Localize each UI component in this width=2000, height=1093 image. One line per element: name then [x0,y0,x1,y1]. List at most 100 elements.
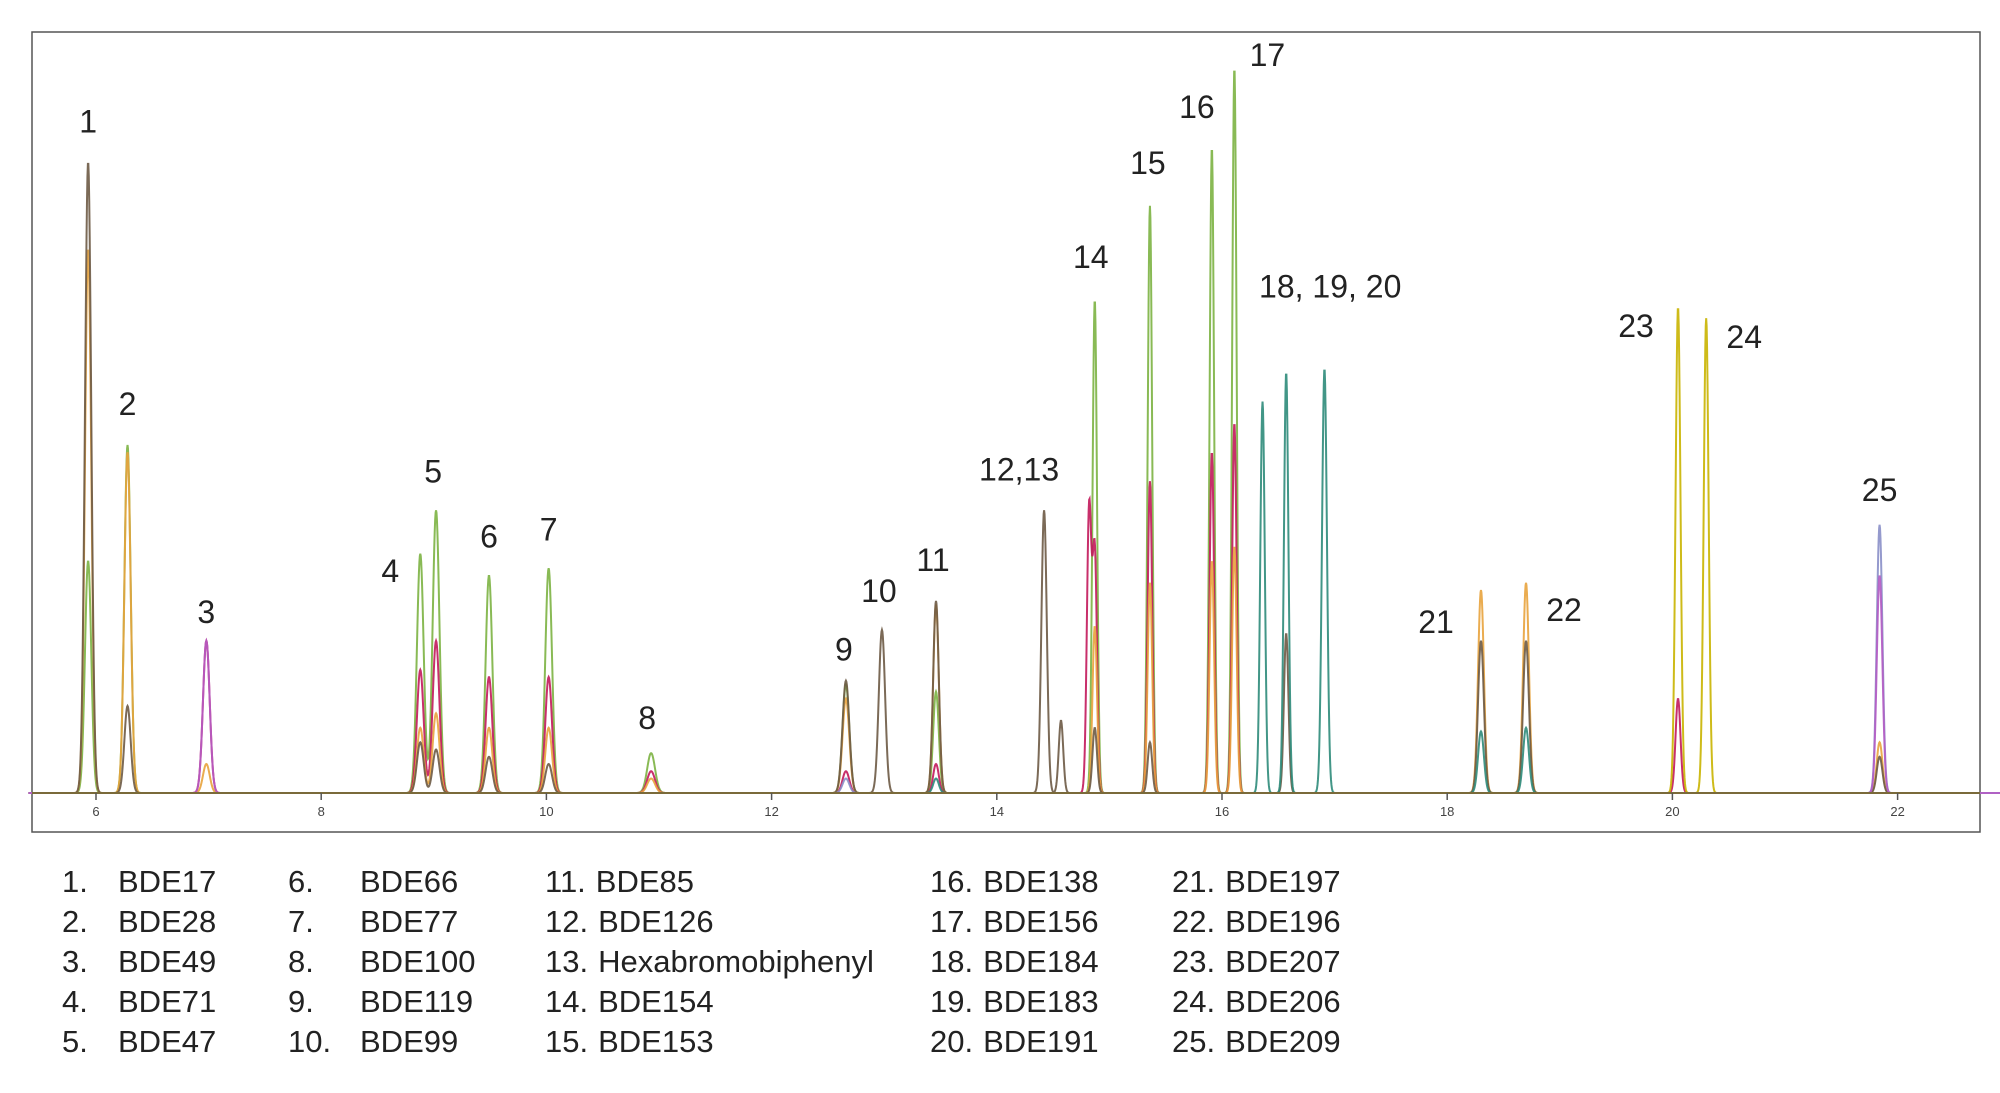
legend-item: 21. BDE197 [1172,862,1341,902]
legend-item-number: 5. [62,1024,88,1059]
x-tick-label: 12 [764,804,778,819]
legend-item: 12. BDE126 [545,902,874,942]
legend-item-name: BDE183 [983,984,1099,1019]
legend-item-name: BDE154 [598,984,714,1019]
legend-item-name: Hexabromobiphenyl [598,944,874,979]
legend-item-number: 2. [62,904,88,939]
legend-item-name: BDE153 [598,1024,714,1059]
peak-label: 8 [638,700,656,736]
peak-label: 16 [1179,89,1215,125]
legend-item-name: BDE184 [983,944,1099,979]
legend-item-number: 6. [288,864,314,899]
legend-item-number: 1. [62,864,88,899]
legend-item: 20. BDE191 [930,1022,1099,1062]
legend-item-number: 16. [930,864,974,899]
legend-item-name: BDE66 [360,864,459,899]
compound-legend: 1. BDE17 2. BDE28 3. BDE49 4. BDE71 5. BDE47 6. BD… [0,862,2000,1062]
legend-item: 18. BDE184 [930,942,1099,982]
x-tick-label: 22 [1890,804,1904,819]
legend-column-2: 6. BDE66 7. BDE77 8. BDE100 9. BDE119 10. BDE99 [288,862,475,1062]
peak-label: 21 [1418,604,1454,640]
legend-item-number: 19. [930,984,974,1019]
legend-item-number: 13. [545,944,589,979]
legend-item-name: BDE47 [118,1024,217,1059]
peak-label: 3 [197,594,215,630]
legend-item-name: BDE196 [1225,904,1341,939]
peak-label: 10 [861,573,897,609]
x-axis-ticks: 6 8 10 12 14 16 18 20 22 [92,793,1905,819]
peak-label: 2 [119,386,137,422]
legend-item-number: 9. [288,984,314,1019]
legend-column-1: 1. BDE17 2. BDE28 3. BDE49 4. BDE71 5. BDE47 [62,862,216,1062]
peak-label: 6 [480,519,498,555]
peak-label: 14 [1073,239,1109,275]
legend-item: 11. BDE85 [545,862,874,902]
legend-item: 25. BDE209 [1172,1022,1341,1062]
legend-item-number: 11. [545,864,586,899]
x-tick-label: 20 [1665,804,1679,819]
legend-item-name: BDE28 [118,904,217,939]
peak-label: 1 [79,103,97,139]
x-tick-label: 10 [539,804,553,819]
peak-label: 18, 19, 20 [1259,269,1401,305]
legend-item-name: BDE17 [118,864,217,899]
legend-item: 4. BDE71 [62,982,216,1022]
legend-item: 16. BDE138 [930,862,1099,902]
legend-item-number: 25. [1172,1024,1216,1059]
legend-column-5: 21. BDE197 22. BDE196 23. BDE207 24. BDE206 25. B… [1172,862,1341,1062]
peak-label: 23 [1618,308,1654,344]
x-tick-label: 8 [318,804,325,819]
legend-item: 2. BDE28 [62,902,216,942]
legend-item-name: BDE209 [1225,1024,1341,1059]
legend-item-number: 12. [545,904,589,939]
legend-item-number: 3. [62,944,88,979]
peak-label: 22 [1546,592,1582,628]
legend-item: 10. BDE99 [288,1022,458,1062]
legend-item-number: 21. [1172,864,1216,899]
legend-item: 9. BDE119 [288,982,473,1022]
legend-item-name: BDE119 [360,984,474,1019]
legend-item: 6. BDE66 [288,862,458,902]
peak-label: 5 [424,453,442,489]
peak-label: 15 [1130,145,1166,181]
legend-item: 19. BDE183 [930,982,1099,1022]
legend-item-number: 17. [930,904,974,939]
legend-column-4: 16. BDE138 17. BDE156 18. BDE184 19. BDE183 20. B… [930,862,1099,1062]
peak-label: 4 [381,553,399,589]
legend-item-name: BDE191 [983,1024,1099,1059]
legend-item: 22. BDE196 [1172,902,1341,942]
plot-frame [31,31,1981,833]
peak-label: 17 [1250,37,1286,73]
legend-item-number: 10. [288,1024,332,1059]
legend-column-3: 11. BDE85 12. BDE126 13. Hexabromobiphenyl 14.… [545,862,874,1062]
legend-item-name: BDE138 [983,864,1099,899]
legend-item: 13. Hexabromobiphenyl [545,942,874,982]
legend-item: 1. BDE17 [62,862,216,902]
legend-item-name: BDE206 [1225,984,1341,1019]
legend-item: 7. BDE77 [288,902,458,942]
legend-item-number: 14. [545,984,589,1019]
legend-item: 3. BDE49 [62,942,216,982]
legend-item: 23. BDE207 [1172,942,1341,982]
legend-item: 15. BDE153 [545,1022,874,1062]
legend-item-number: 4. [62,984,88,1019]
legend-item: 14. BDE154 [545,982,874,1022]
legend-item-name: BDE207 [1225,944,1341,979]
legend-item: 8. BDE100 [288,942,475,982]
legend-item-name: BDE197 [1225,864,1341,899]
legend-item-number: 7. [288,904,314,939]
peak-label: 24 [1726,319,1762,355]
legend-item-name: BDE126 [598,904,714,939]
peak-label: 11 [916,542,949,578]
legend-item-name: BDE100 [360,944,476,979]
legend-item-number: 20. [930,1024,974,1059]
legend-item-name: BDE49 [118,944,217,979]
peak-label: 7 [540,511,558,547]
legend-item-number: 23. [1172,944,1216,979]
x-tick-label: 18 [1440,804,1454,819]
x-tick-label: 6 [92,804,99,819]
legend-item-name: BDE85 [595,864,695,899]
legend-item: 24. BDE206 [1172,982,1341,1022]
legend-item-number: 15. [545,1024,589,1059]
